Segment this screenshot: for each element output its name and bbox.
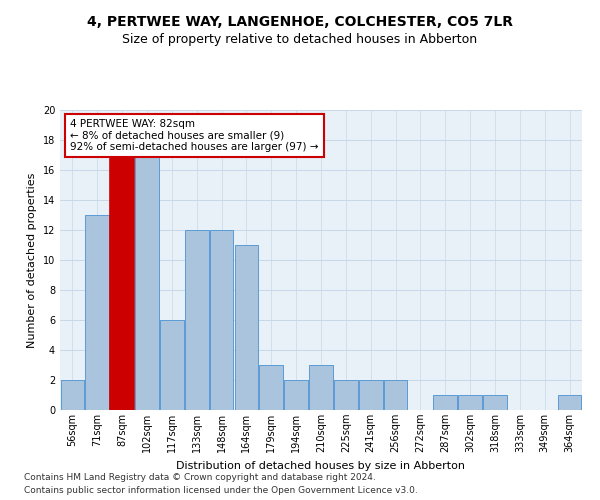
Bar (135, 155, 159, 410)
Text: 4 PERTWEE WAY: 82sqm
← 8% of detached houses are smaller (9)
92% of semi-detache: 4 PERTWEE WAY: 82sqm ← 8% of detached ho… (70, 119, 319, 152)
Bar (235, 245, 258, 410)
Bar (110, 155, 134, 410)
Y-axis label: Number of detached properties: Number of detached properties (27, 172, 37, 348)
Text: Contains HM Land Registry data © Crown copyright and database right 2024.: Contains HM Land Registry data © Crown c… (24, 474, 376, 482)
Bar (483, 395, 507, 410)
Bar (384, 380, 407, 410)
Text: Contains public sector information licensed under the Open Government Licence v3: Contains public sector information licen… (24, 486, 418, 495)
Bar (259, 365, 283, 410)
Bar (85, 215, 109, 410)
Bar (210, 230, 233, 410)
Text: Size of property relative to detached houses in Abberton: Size of property relative to detached ho… (122, 32, 478, 46)
Bar (185, 230, 209, 410)
Bar (558, 395, 581, 410)
Bar (160, 320, 184, 410)
Bar (458, 395, 482, 410)
Bar (334, 380, 358, 410)
Bar (61, 380, 84, 410)
Text: 4, PERTWEE WAY, LANGENHOE, COLCHESTER, CO5 7LR: 4, PERTWEE WAY, LANGENHOE, COLCHESTER, C… (87, 15, 513, 29)
Bar (309, 365, 333, 410)
Bar (284, 380, 308, 410)
Bar (359, 380, 383, 410)
X-axis label: Distribution of detached houses by size in Abberton: Distribution of detached houses by size … (176, 460, 466, 470)
Bar (433, 395, 457, 410)
